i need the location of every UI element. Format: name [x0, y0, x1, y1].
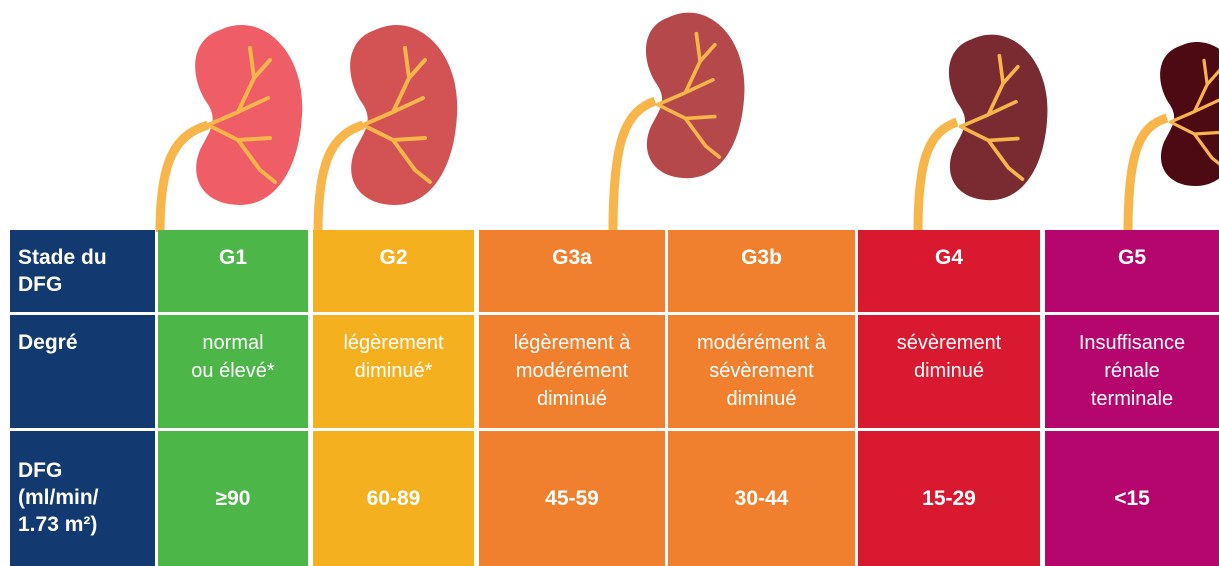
dfg-value: 45-59 [545, 486, 599, 510]
stage-label: G1 [218, 246, 247, 269]
kidney-illustrations [155, 12, 1219, 232]
degree-cell: Insuffisance rénale terminale [1045, 315, 1219, 428]
stage-label: G2 [379, 246, 408, 269]
row-header: DFG (ml/min/1.73 m²) [10, 431, 155, 566]
row-header: Degré [10, 315, 155, 428]
stage-label: G3b [741, 246, 782, 269]
dfg-cell: 60-89 [313, 431, 474, 566]
stage-cell: G4 [858, 230, 1040, 312]
degree-text: diminué [726, 388, 797, 410]
dfg-cell: 45-59 [479, 431, 665, 566]
stage-cell: G3b [668, 230, 855, 312]
stage-cell: G3a [479, 230, 665, 312]
row-header-text: Stade du [18, 246, 107, 269]
kidney [350, 24, 458, 205]
row-header-text: DFG [18, 459, 63, 482]
degree-text: sévèrement [896, 332, 1002, 354]
kidney [645, 12, 745, 179]
dfg-value: 30-44 [734, 486, 789, 510]
dfg-value: ≥90 [215, 486, 251, 510]
dfg-cell: 30-44 [668, 431, 855, 566]
degree-text: normal [202, 332, 264, 354]
degree-text: légèrement [343, 332, 444, 354]
dfg-cell: 15-29 [858, 431, 1040, 566]
kidney [195, 24, 303, 205]
stage-label: G5 [1117, 246, 1146, 269]
dfg-value: 15-29 [922, 486, 976, 510]
row-header: Stade du DFG [10, 230, 155, 312]
degree-text: modérément [515, 360, 629, 382]
ureters [155, 96, 1169, 232]
stage-label: G4 [934, 246, 963, 269]
row-header-text: Degré [18, 331, 78, 354]
degree-cell: sévèrement diminué [858, 315, 1040, 428]
kidney [948, 34, 1048, 201]
dfg-cell: ≥90 [158, 431, 308, 566]
stage-cell: G2 [313, 230, 474, 312]
kidney [1160, 41, 1219, 187]
degree-text: terminale [1090, 388, 1174, 410]
stage-cell: G1 [158, 230, 308, 312]
degree-cell: légèrement à modérément diminué [479, 315, 665, 428]
degree-cell: légèrement diminué* [313, 315, 474, 428]
degree-text: modérément à [697, 332, 826, 354]
row-header-text: 1.73 m²) [18, 513, 98, 536]
dfg-cell: <15 [1045, 431, 1219, 566]
degree-text: diminué* [354, 360, 433, 382]
degree-text: diminué [536, 388, 608, 410]
dfg-value: 60-89 [366, 486, 421, 510]
degree-text: rénale [1104, 360, 1160, 382]
degree-text: diminué [913, 360, 985, 382]
degree-text: ou élevé* [191, 360, 275, 382]
degree-text: légèrement à [513, 332, 631, 354]
degree-cell: normal ou élevé* [158, 315, 308, 428]
stage-label: G3a [552, 246, 592, 269]
degree-cell: modérément à sévèrement diminué [668, 315, 855, 428]
degree-text: sévèrement [709, 360, 814, 382]
stage-cell: G5 [1045, 230, 1219, 312]
degree-text: Insuffisance [1078, 332, 1186, 354]
row-header-text: (ml/min/ [18, 486, 99, 509]
row-header-text: DFG [18, 273, 63, 296]
dfg-value: <15 [1114, 486, 1150, 510]
